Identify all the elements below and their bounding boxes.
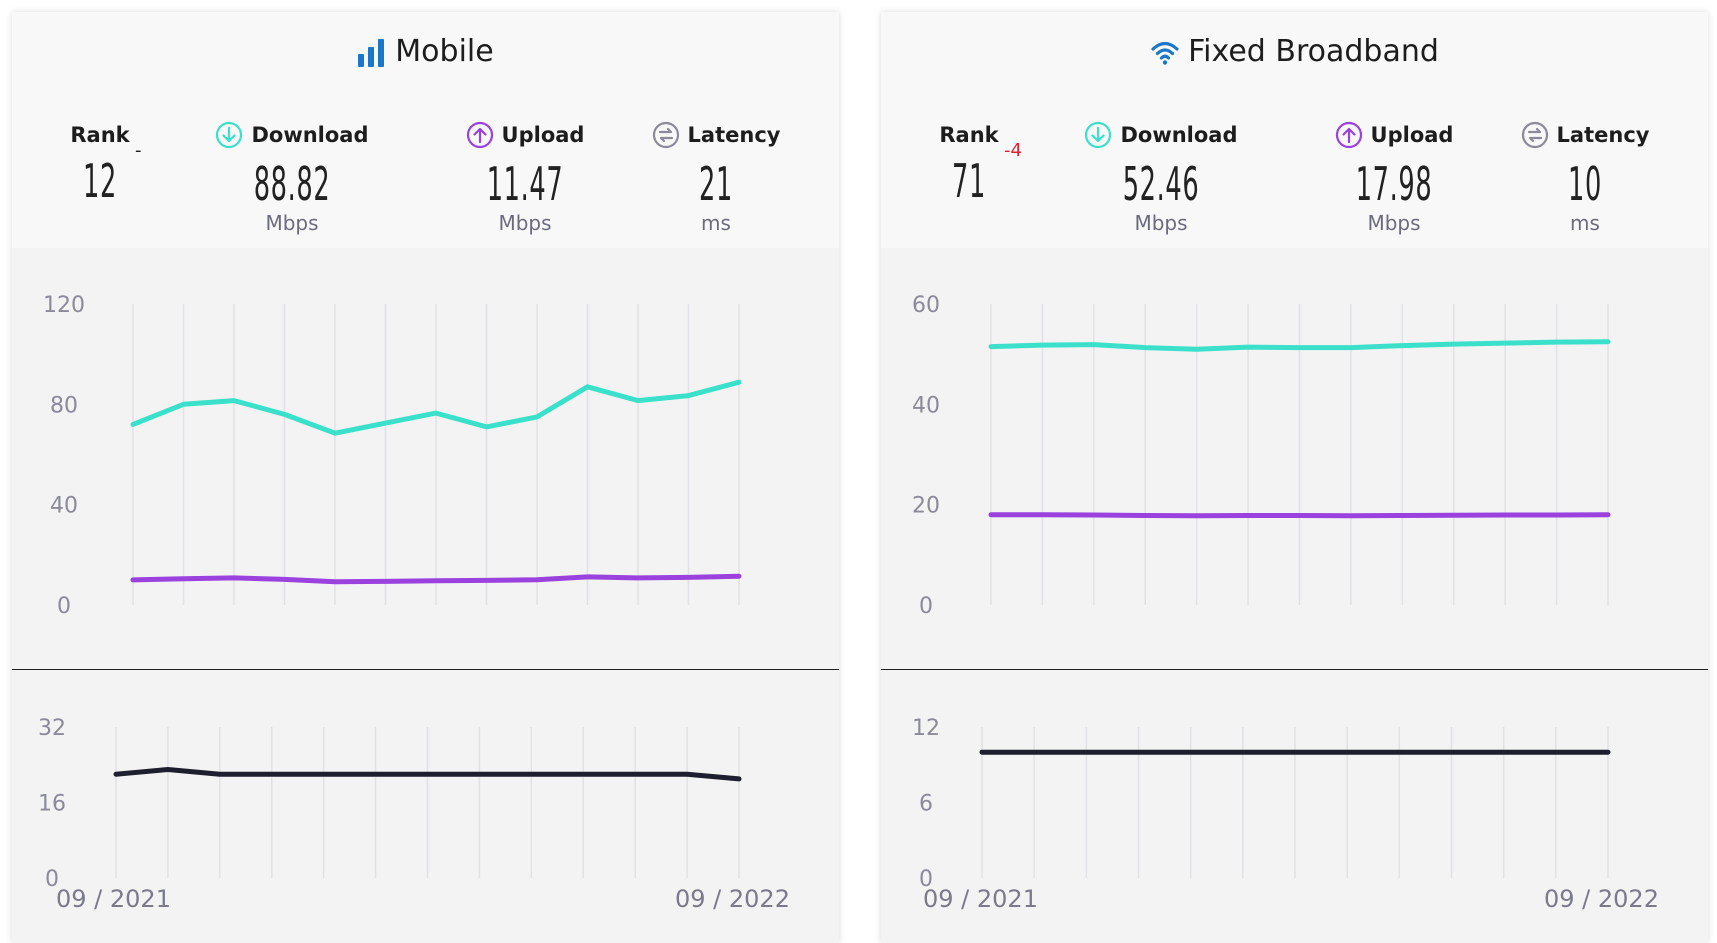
- download-value: 52.46: [1122, 157, 1200, 211]
- mobile-panel: Mobile Rank 12 - Download 88.82 Mbps Upl…: [12, 12, 839, 943]
- upload-value: 17.98: [1355, 157, 1433, 211]
- date-end: 09 / 2022: [1544, 885, 1659, 913]
- chart-divider: [12, 669, 839, 670]
- mobile-title: Mobile: [12, 34, 839, 69]
- latency-icon: [1521, 121, 1549, 149]
- mobile-rank: Rank 12: [0, 120, 200, 204]
- mobile-latency-series-0-line: [113, 767, 742, 782]
- upload-label: Upload: [1370, 123, 1454, 147]
- download-unit: Mbps: [1134, 211, 1188, 235]
- broadband-latency-y-tick-label: 6: [919, 792, 933, 817]
- upload-value: 11.47: [486, 157, 564, 211]
- mobile-download: Download 88.82 Mbps: [192, 120, 392, 235]
- mobile-latency: Latency 21 ms: [616, 120, 816, 235]
- mobile-chart: 0 40 80 120 0 16 32: [38, 293, 742, 892]
- rank-change: -4: [1004, 140, 1022, 161]
- wifi-icon: [1150, 37, 1179, 67]
- latency-value: 10: [1568, 157, 1602, 211]
- rank-label: Rank: [70, 123, 130, 147]
- mobile-speed-y-tick-label: 40: [50, 494, 78, 519]
- chart-divider: [881, 669, 1708, 670]
- latency-unit: ms: [1570, 211, 1600, 235]
- broadband-upload: Upload 17.98 Mbps: [1294, 120, 1494, 235]
- broadband-speed-y-tick-label: 60: [912, 293, 940, 318]
- latency-icon: [652, 121, 680, 149]
- download-label: Download: [1120, 123, 1238, 147]
- broadband-header: Fixed Broadband Rank 71 -4 Download 52.4…: [881, 12, 1708, 248]
- mobile-speed-series-1-line: [130, 573, 742, 585]
- latency-value: 21: [699, 157, 733, 211]
- latency-unit: ms: [701, 211, 731, 235]
- mobile-speed-y-tick-label: 80: [50, 393, 78, 418]
- mobile-title-text: Mobile: [395, 34, 494, 69]
- broadband-speed-y-tick-label: 20: [912, 494, 940, 519]
- mobile-speed-series-0-line: [130, 379, 742, 436]
- upload-icon: [1335, 121, 1363, 149]
- rank-value: 12: [83, 154, 117, 208]
- upload-label: Upload: [501, 123, 585, 147]
- download-unit: Mbps: [265, 211, 319, 235]
- upload-unit: Mbps: [1367, 211, 1421, 235]
- mobile-latency-y-tick-label: 16: [38, 792, 66, 817]
- broadband-speed-y-tick-label: 0: [919, 594, 933, 619]
- broadband-speed-series-0-line: [988, 339, 1611, 352]
- latency-label: Latency: [687, 123, 781, 147]
- broadband-latency-y-tick-label: 0: [919, 867, 933, 892]
- signal-bars-icon: [357, 37, 385, 67]
- download-icon: [1084, 121, 1112, 149]
- rank-change: -: [135, 140, 142, 161]
- date-start: 09 / 2021: [923, 885, 1038, 913]
- broadband-speed-series-1-line: [988, 512, 1611, 519]
- upload-icon: [466, 121, 494, 149]
- latency-label: Latency: [1556, 123, 1650, 147]
- date-start: 09 / 2021: [56, 885, 171, 913]
- mobile-upload: Upload 11.47 Mbps: [425, 120, 625, 235]
- mobile-latency-y-tick-label: 0: [45, 867, 59, 892]
- download-label: Download: [251, 123, 369, 147]
- mobile-speed-y-tick-label: 120: [43, 293, 85, 318]
- rank-value: 71: [952, 154, 986, 208]
- mobile-speed-y-tick-label: 0: [57, 594, 71, 619]
- mobile-latency-y-tick-label: 32: [38, 716, 66, 741]
- broadband-rank: Rank 71: [869, 120, 1069, 204]
- broadband-download: Download 52.46 Mbps: [1061, 120, 1261, 235]
- upload-unit: Mbps: [498, 211, 552, 235]
- broadband-title-text: Fixed Broadband: [1188, 34, 1439, 69]
- download-icon: [215, 121, 243, 149]
- download-value: 88.82: [253, 157, 331, 211]
- broadband-latency-y-tick-label: 12: [912, 716, 940, 741]
- broadband-title: Fixed Broadband: [881, 34, 1708, 69]
- mobile-header: Mobile Rank 12 - Download 88.82 Mbps Upl…: [12, 12, 839, 248]
- date-end: 09 / 2022: [675, 885, 790, 913]
- rank-label: Rank: [939, 123, 999, 147]
- broadband-latency: Latency 10 ms: [1485, 120, 1685, 235]
- broadband-speed-y-tick-label: 40: [912, 393, 940, 418]
- broadband-panel: Fixed Broadband Rank 71 -4 Download 52.4…: [881, 12, 1708, 943]
- broadband-chart: 0 20 40 60 0 6 12: [912, 293, 1611, 892]
